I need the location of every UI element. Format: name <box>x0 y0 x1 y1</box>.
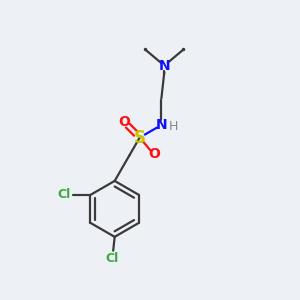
Text: S: S <box>134 129 146 147</box>
Text: N: N <box>158 58 170 73</box>
Text: Cl: Cl <box>105 252 118 266</box>
Text: N: N <box>156 118 167 132</box>
Text: Cl: Cl <box>57 188 70 201</box>
Text: O: O <box>148 148 160 161</box>
Text: O: O <box>118 115 130 129</box>
Text: H: H <box>169 120 178 133</box>
